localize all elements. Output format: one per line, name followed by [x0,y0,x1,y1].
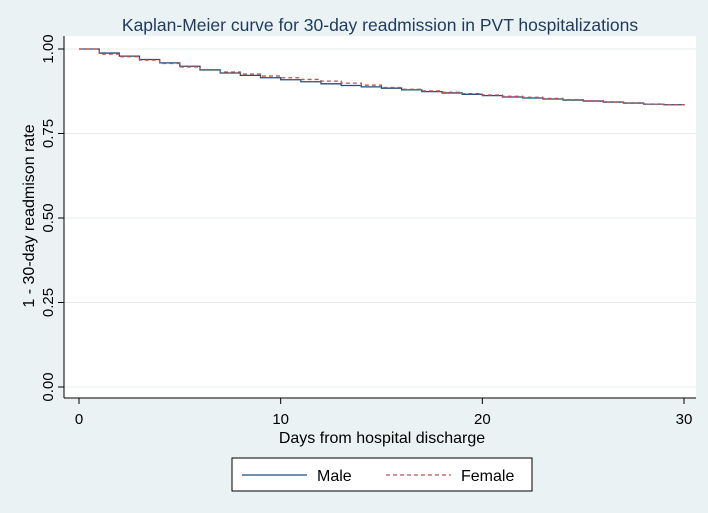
x-tick-label: 0 [75,411,83,428]
y-tick-label: 1.00 [40,34,57,63]
legend: Male Female [231,457,533,492]
legend-label-male: Male [317,468,352,485]
y-tick-label: 0.25 [40,288,57,317]
series-layer [79,48,685,106]
y-axis-ticks: 0.00 0.25 0.50 0.75 1.00 [40,34,64,402]
y-axis-label: 1 - 30-day readmison rate [21,124,38,307]
y-tick-label: 0.50 [40,203,57,232]
x-axis-label: Days from hospital discharge [279,430,485,447]
y-tick-label: 0.00 [40,372,57,401]
chart-title: Kaplan-Meier curve for 30-day readmissio… [122,15,638,35]
plot-area [64,36,696,398]
legend-label-female: Female [461,468,514,485]
x-tick-label: 10 [272,411,289,428]
grid-lines [64,48,696,388]
x-tick-label: 20 [474,411,491,428]
x-axis-ticks: 0 10 20 30 [75,398,693,428]
y-tick-label: 0.75 [40,119,57,148]
x-tick-label: 30 [676,411,693,428]
series-line-female [79,48,685,106]
